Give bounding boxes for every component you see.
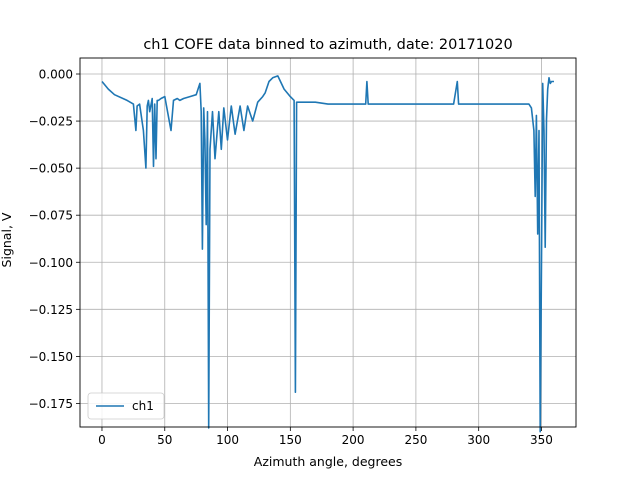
x-tick-label: 300 bbox=[467, 433, 490, 447]
x-tick-label: 250 bbox=[404, 433, 427, 447]
plot-frame bbox=[79, 57, 577, 428]
y-tick-label: −0.075 bbox=[29, 209, 73, 223]
x-tick-label: 350 bbox=[530, 433, 553, 447]
x-tick-label: 200 bbox=[342, 433, 365, 447]
y-tick-label: −0.050 bbox=[29, 162, 73, 176]
y-tick-label: −0.100 bbox=[29, 256, 73, 270]
y-tick-label: −0.150 bbox=[29, 350, 73, 364]
y-tick-label: −0.125 bbox=[29, 303, 73, 317]
legend-box bbox=[87, 392, 165, 420]
x-tick-label: 100 bbox=[216, 433, 239, 447]
x-tick-label: 50 bbox=[157, 433, 172, 447]
legend-label: ch1 bbox=[132, 399, 154, 413]
x-tick-label: 150 bbox=[279, 433, 302, 447]
y-tick-label: −0.175 bbox=[29, 397, 73, 411]
y-axis-label: Signal, V bbox=[0, 212, 14, 267]
x-axis-label: Azimuth angle, degrees bbox=[254, 454, 402, 469]
y-tick-label: −0.025 bbox=[29, 115, 73, 129]
chart-title: ch1 COFE data binned to azimuth, date: 2… bbox=[143, 37, 512, 53]
series-line-ch1 bbox=[101, 75, 554, 433]
y-tick-label: 0.000 bbox=[39, 68, 73, 82]
x-tick-label: 0 bbox=[98, 433, 106, 447]
